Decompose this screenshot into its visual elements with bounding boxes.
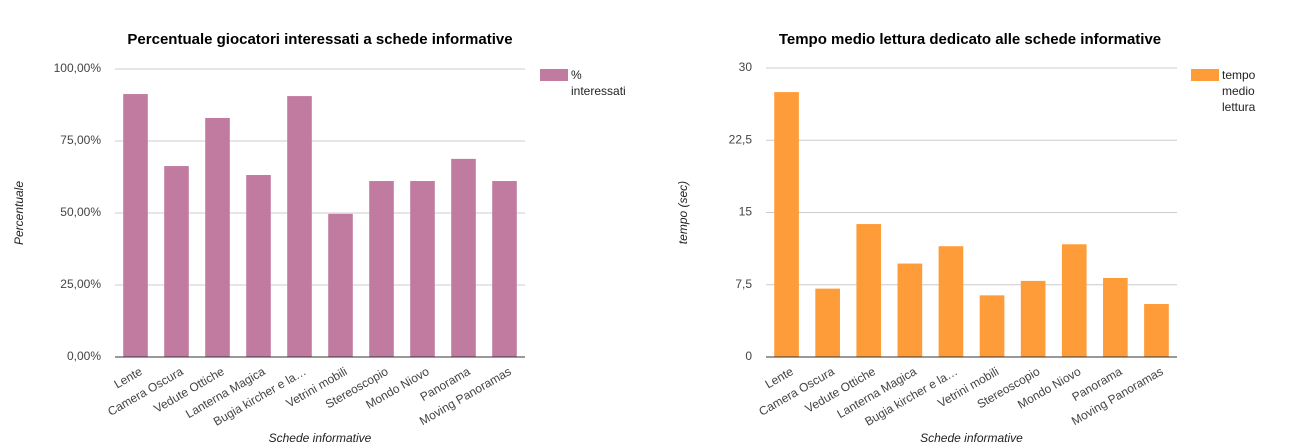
bar [815, 288, 840, 357]
bar [410, 181, 435, 357]
bar [938, 246, 964, 357]
bar [1144, 304, 1169, 357]
y-tick-label: 0 [745, 349, 752, 363]
y-axis-title: Percentuale [12, 181, 26, 245]
chart-title: Tempo medio lettura dedicato alle schede… [779, 31, 1161, 48]
y-tick-label: 0,00% [67, 349, 101, 363]
legend-swatch [1191, 69, 1219, 81]
bar [287, 96, 312, 358]
bar [246, 174, 271, 357]
bar [1020, 280, 1046, 357]
x-axis-title: Schede informative [920, 431, 1023, 445]
x-axis-title: Schede informative [269, 431, 372, 445]
y-tick-label: 22,5 [729, 132, 753, 146]
y-tick-label: 30 [739, 60, 753, 74]
y-tick-label: 75,00% [60, 133, 101, 147]
bar [164, 166, 189, 357]
legend-swatch [540, 69, 568, 81]
bar [205, 117, 230, 358]
bar [897, 263, 923, 357]
bar [1103, 278, 1128, 357]
bar [369, 181, 394, 357]
y-tick-label: 100,00% [54, 61, 102, 75]
bar [774, 92, 799, 357]
legend-label: % interessati [571, 68, 626, 98]
legend-label: tempo medio lettura [1222, 68, 1256, 114]
y-axis-title: tempo (sec) [676, 181, 690, 244]
bar [856, 224, 882, 357]
y-tick-label: 7,5 [735, 277, 752, 291]
bar [123, 94, 148, 357]
y-tick-label: 50,00% [60, 205, 101, 219]
bar [979, 295, 1005, 357]
chart-title: Percentuale giocatori interessati a sche… [127, 31, 512, 48]
bar [451, 158, 476, 357]
y-tick-label: 15 [739, 205, 753, 219]
bar [1061, 244, 1087, 357]
bar [328, 213, 353, 357]
bar [492, 181, 517, 357]
y-tick-label: 25,00% [60, 277, 101, 291]
